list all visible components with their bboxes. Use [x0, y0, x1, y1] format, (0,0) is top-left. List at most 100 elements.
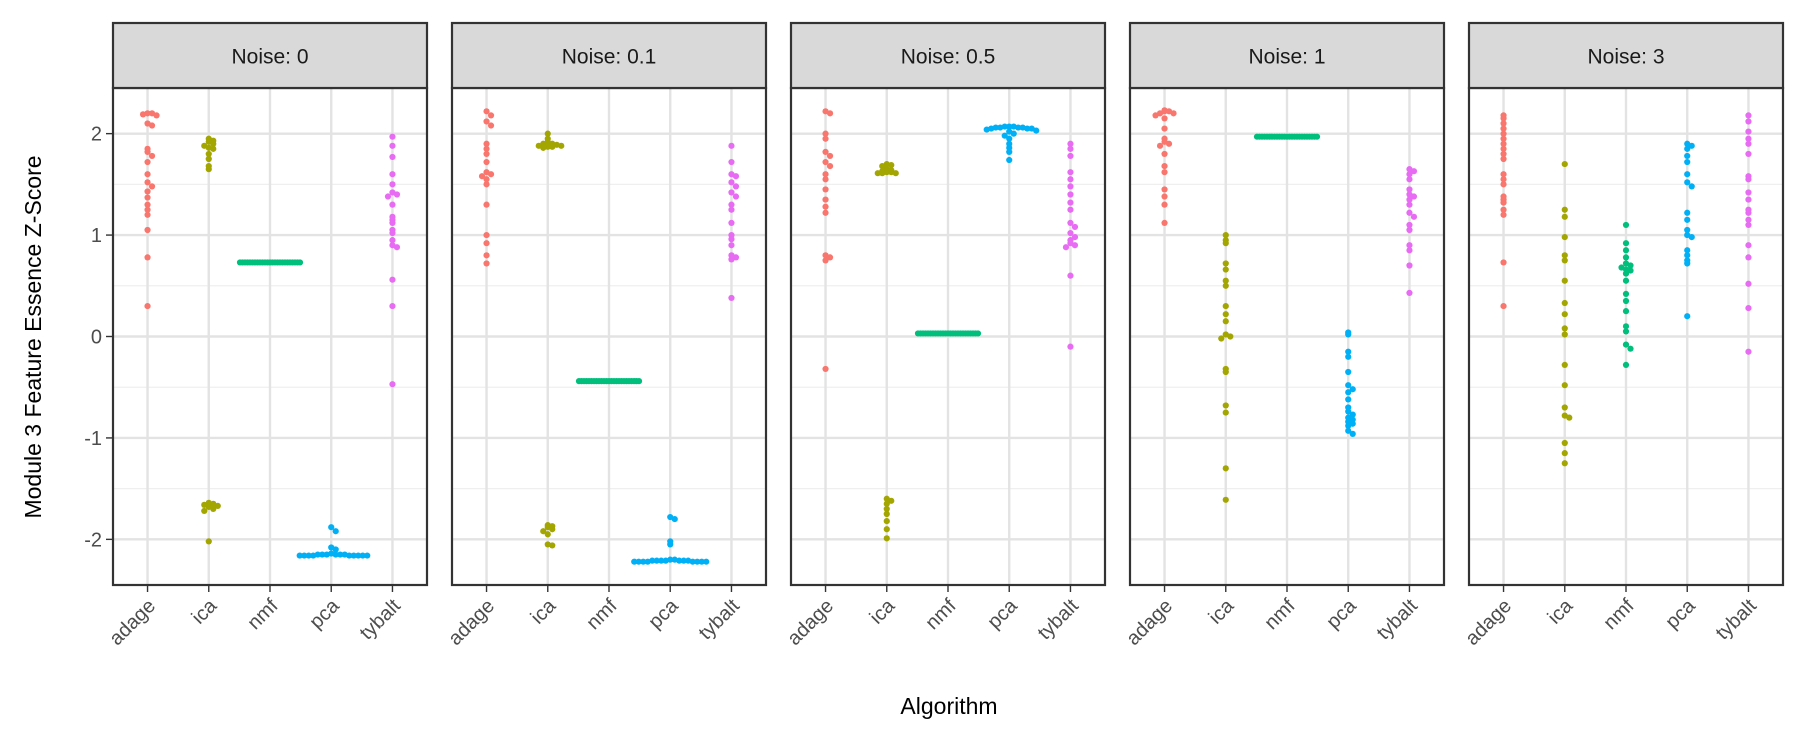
data-point-adage	[1500, 302, 1507, 310]
data-point-adage	[1165, 140, 1173, 147]
data-point-ica	[1222, 409, 1229, 416]
data-point-ica	[558, 142, 565, 149]
facet-panel: Noise: 1 adage ica nmf pca tybalt	[1122, 21, 1446, 650]
data-point-pca	[667, 541, 674, 548]
data-point-pca	[703, 558, 710, 565]
data-point-adage	[1161, 169, 1168, 176]
data-point-adage	[483, 252, 490, 259]
data-point-pca	[1345, 422, 1352, 429]
data-point-adage	[1152, 112, 1159, 119]
data-point-pca	[1345, 389, 1352, 396]
data-point-adage	[1161, 150, 1168, 158]
data-point-ica	[214, 502, 221, 509]
data-point-tybalt	[1406, 226, 1413, 234]
data-point-ica	[879, 163, 886, 170]
x-tick-label: nmf	[243, 595, 282, 634]
data-point-adage	[139, 111, 147, 118]
data-point-pca	[323, 551, 330, 558]
data-point-ica	[1561, 206, 1568, 213]
data-point-tybalt	[389, 133, 396, 140]
data-point-ica	[1561, 439, 1568, 447]
data-point-ica	[205, 150, 212, 158]
data-point-tybalt	[728, 256, 735, 263]
data-point-adage	[1161, 115, 1168, 122]
data-point-adage	[826, 163, 834, 170]
data-point-ica	[1561, 331, 1568, 338]
data-point-ica	[1561, 213, 1568, 220]
data-point-tybalt	[393, 191, 401, 198]
data-point-adage	[1500, 135, 1507, 142]
facet-strip-label: Noise: 0.1	[562, 46, 657, 69]
data-point-adage	[822, 135, 829, 142]
data-point-adage	[1156, 142, 1164, 149]
data-point-tybalt	[389, 142, 396, 149]
x-tick-label: tybalt	[356, 595, 406, 645]
data-point-adage	[483, 201, 490, 208]
data-point-tybalt	[1410, 193, 1418, 200]
facet-panel: Noise: 3 adage ica nmf pca tybalt	[1461, 21, 1785, 650]
data-point-adage	[148, 183, 156, 190]
data-point-adage	[144, 179, 151, 186]
data-point-tybalt	[1745, 150, 1752, 158]
data-point-tybalt	[389, 181, 396, 188]
data-point-pca	[1349, 386, 1356, 393]
data-point-nmf	[1622, 270, 1630, 277]
data-point-nmf	[1622, 221, 1630, 229]
data-point-nmf	[1622, 240, 1630, 247]
data-point-tybalt	[1067, 152, 1074, 160]
data-point-nmf	[635, 378, 643, 385]
data-point-tybalt	[1406, 242, 1413, 249]
data-point-adage	[822, 148, 829, 155]
data-point-tybalt	[1406, 201, 1413, 208]
data-point-adage	[483, 176, 490, 183]
data-point-pca	[1345, 353, 1352, 360]
data-point-pca	[1688, 142, 1695, 149]
data-point-ica	[1561, 404, 1568, 411]
data-point-ica	[888, 161, 895, 169]
data-point-nmf	[1627, 345, 1634, 352]
data-point-adage	[483, 231, 490, 239]
data-point-pca	[364, 552, 371, 559]
data-point-ica	[1561, 325, 1568, 332]
data-point-adage	[483, 240, 490, 247]
data-point-nmf	[1622, 290, 1630, 297]
data-point-ica	[1222, 240, 1229, 247]
data-point-pca	[1349, 411, 1356, 418]
data-point-adage	[483, 158, 490, 166]
data-point-tybalt	[1745, 128, 1752, 135]
data-point-ica	[1222, 282, 1229, 289]
data-point-nmf	[1622, 277, 1630, 284]
data-point-pca	[355, 552, 362, 559]
data-point-ica	[1561, 361, 1568, 368]
data-point-pca	[1345, 348, 1352, 355]
data-point-ica	[1222, 311, 1229, 318]
data-point-pca	[332, 546, 339, 553]
data-point-tybalt	[1406, 221, 1413, 229]
data-point-ica	[883, 500, 890, 507]
data-point-adage	[1500, 176, 1507, 183]
data-point-pca	[1006, 148, 1013, 155]
data-point-tybalt	[1745, 196, 1752, 203]
x-tick-label: tybalt	[1712, 595, 1762, 645]
data-point-tybalt	[384, 193, 392, 200]
x-tick-label: adage	[783, 595, 838, 650]
x-tick-label: adage	[1461, 595, 1516, 650]
data-point-adage	[1500, 211, 1507, 218]
data-point-tybalt	[1067, 145, 1074, 152]
data-point-tybalt	[1745, 112, 1752, 119]
data-point-nmf	[1627, 262, 1634, 269]
x-tick-label: tybalt	[1034, 595, 1084, 645]
data-point-pca	[1349, 430, 1356, 437]
data-point-pca	[1684, 152, 1691, 160]
data-point-ica	[210, 505, 217, 513]
data-point-tybalt	[728, 219, 735, 226]
data-point-tybalt	[1745, 305, 1752, 312]
data-point-adage	[144, 194, 151, 201]
data-point-adage	[1500, 140, 1507, 147]
data-point-adage	[144, 206, 151, 213]
data-point-pca	[1024, 125, 1031, 132]
data-point-pca	[1684, 260, 1691, 267]
data-point-ica	[1561, 234, 1568, 241]
data-point-pca	[305, 552, 312, 559]
data-point-adage	[483, 181, 490, 188]
